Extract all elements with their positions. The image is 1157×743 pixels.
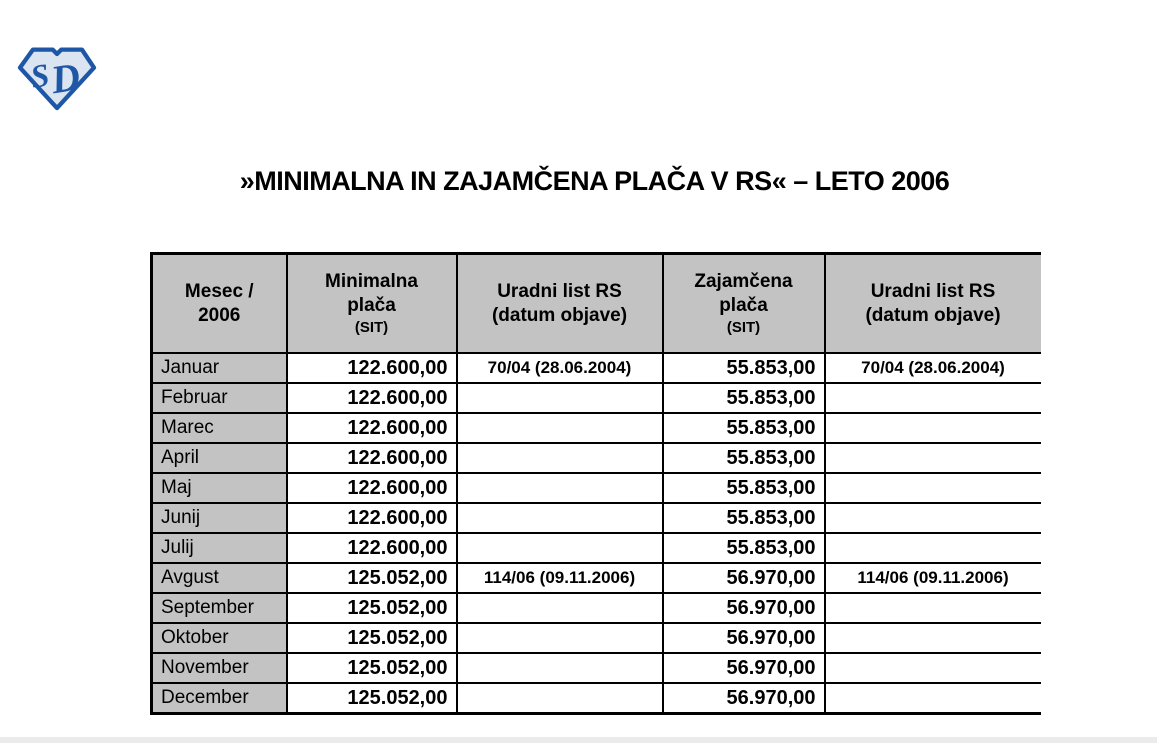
header-mesec: Mesec / 2006 — [150, 252, 288, 354]
month-cell: Marec — [150, 412, 288, 444]
sd-shield-logo-icon: S D — [17, 47, 97, 111]
minimalna-value-cell: 125.052,00 — [285, 562, 458, 594]
month-cell: Februar — [150, 382, 288, 414]
zajamcena-value-cell: 56.970,00 — [661, 592, 826, 624]
header-subline: (SIT) — [726, 318, 761, 336]
table-row: Januar 122.600,00 70/04 (28.06.2004) 55.853… — [150, 352, 1041, 384]
zajamcena-value-cell: 55.853,00 — [661, 532, 826, 564]
table-row: Maj 122.600,00 55.853,00 — [150, 472, 1041, 504]
table-row: April 122.600,00 55.853,00 — [150, 442, 1041, 474]
month-cell: November — [150, 652, 288, 684]
minimalna-uradni-cell — [455, 622, 664, 654]
table-header: Mesec / 2006 Minimalna plača (SIT) Uradn… — [150, 252, 1041, 354]
zajamcena-value-cell: 56.970,00 — [661, 652, 826, 684]
month-cell: Oktober — [150, 622, 288, 654]
month-cell: September — [150, 592, 288, 624]
zajamcena-uradni-cell — [823, 502, 1041, 534]
zajamcena-value-cell: 56.970,00 — [661, 622, 826, 654]
month-cell: Maj — [150, 472, 288, 504]
month-cell: Junij — [150, 502, 288, 534]
zajamcena-value-cell: 55.853,00 — [661, 472, 826, 504]
minimalna-uradni-cell — [455, 652, 664, 684]
table-row: Marec 122.600,00 55.853,00 — [150, 412, 1041, 444]
table-row: Februar 122.600,00 55.853,00 — [150, 382, 1041, 414]
zajamcena-value-cell: 56.970,00 — [661, 682, 826, 715]
zajamcena-value-cell: 55.853,00 — [661, 382, 826, 414]
table-row: December 125.052,00 56.970,00 — [150, 682, 1041, 715]
zajamcena-uradni-cell — [823, 652, 1041, 684]
table-row: Julij 122.600,00 55.853,00 — [150, 532, 1041, 564]
logo-letter-s: S — [28, 57, 52, 95]
minimalna-value-cell: 125.052,00 — [285, 622, 458, 654]
minimalna-uradni-cell — [455, 472, 664, 504]
zajamcena-uradni-cell: 70/04 (28.06.2004) — [823, 352, 1041, 384]
month-cell: April — [150, 442, 288, 474]
header-line: (datum objave) — [491, 304, 628, 326]
minimalna-uradni-cell: 114/06 (09.11.2006) — [455, 562, 664, 594]
shield-outline — [17, 47, 97, 111]
minimalna-value-cell: 122.600,00 — [285, 382, 458, 414]
zajamcena-value-cell: 55.853,00 — [661, 502, 826, 534]
minimalna-uradni-cell — [455, 382, 664, 414]
month-cell: Avgust — [150, 562, 288, 594]
page-title: »MINIMALNA IN ZAJAMČENA PLAČA V RS« – LE… — [239, 166, 950, 196]
minimalna-uradni-cell — [455, 532, 664, 564]
header-row: Mesec / 2006 Minimalna plača (SIT) Uradn… — [150, 252, 1041, 354]
minimalna-value-cell: 122.600,00 — [285, 472, 458, 504]
header-line: Zajamčena — [694, 270, 793, 292]
header-uradni-list-2: Uradni list RS (datum objave) — [823, 252, 1041, 354]
zajamcena-value-cell: 55.853,00 — [661, 352, 826, 384]
zajamcena-uradni-cell — [823, 472, 1041, 504]
zajamcena-uradni-cell — [823, 412, 1041, 444]
zajamcena-uradni-cell — [823, 682, 1041, 715]
minimalna-value-cell: 122.600,00 — [285, 352, 458, 384]
minimalna-uradni-cell — [455, 412, 664, 444]
minimalna-uradni-cell — [455, 502, 664, 534]
header-line: plača — [719, 294, 768, 316]
month-cell: Julij — [150, 532, 288, 564]
minimalna-value-cell: 125.052,00 — [285, 682, 458, 715]
header-line: Minimalna — [325, 270, 418, 292]
zajamcena-value-cell: 56.970,00 — [661, 562, 826, 594]
zajamcena-uradni-cell — [823, 442, 1041, 474]
header-line: Uradni list RS — [870, 280, 996, 302]
bottom-strip — [0, 737, 1157, 743]
month-cell: December — [150, 682, 288, 715]
table-row: Oktober 125.052,00 56.970,00 — [150, 622, 1041, 654]
logo-letter-d: D — [47, 54, 83, 102]
minimalna-uradni-cell: 70/04 (28.06.2004) — [455, 352, 664, 384]
zajamcena-value-cell: 55.853,00 — [661, 412, 826, 444]
minimalna-value-cell: 125.052,00 — [285, 652, 458, 684]
zajamcena-value-cell: 55.853,00 — [661, 442, 826, 474]
header-line: Mesec / — [184, 280, 254, 302]
zajamcena-uradni-cell — [823, 382, 1041, 414]
minimalna-value-cell: 122.600,00 — [285, 532, 458, 564]
minimalna-uradni-cell — [455, 592, 664, 624]
zajamcena-uradni-cell: 114/06 (09.11.2006) — [823, 562, 1041, 594]
table-row: Junij 122.600,00 55.853,00 — [150, 502, 1041, 534]
salary-table: Mesec / 2006 Minimalna plača (SIT) Uradn… — [150, 252, 1041, 715]
table-row: Avgust 125.052,00 114/06 (09.11.2006) 56.97… — [150, 562, 1041, 594]
zajamcena-uradni-cell — [823, 592, 1041, 624]
minimalna-uradni-cell — [455, 442, 664, 474]
header-zajamcena-placa: Zajamčena plača (SIT) — [661, 252, 826, 354]
month-cell: Januar — [150, 352, 288, 384]
header-line: plača — [347, 294, 396, 316]
minimalna-value-cell: 125.052,00 — [285, 592, 458, 624]
header-minimalna-placa: Minimalna plača (SIT) — [285, 252, 458, 354]
minimalna-uradni-cell — [455, 682, 664, 715]
minimalna-value-cell: 122.600,00 — [285, 502, 458, 534]
header-line: Uradni list RS — [497, 280, 622, 302]
table-body: Januar 122.600,00 70/04 (28.06.2004) 55.853… — [150, 352, 1041, 715]
zajamcena-uradni-cell — [823, 622, 1041, 654]
minimalna-value-cell: 122.600,00 — [285, 412, 458, 444]
zajamcena-uradni-cell — [823, 532, 1041, 564]
header-line: (datum objave) — [865, 304, 1001, 326]
table-row: September 125.052,00 56.970,00 — [150, 592, 1041, 624]
table-row: November 125.052,00 56.970,00 — [150, 652, 1041, 684]
header-line: 2006 — [198, 304, 241, 326]
header-subline: (SIT) — [354, 318, 389, 336]
minimalna-value-cell: 122.600,00 — [285, 442, 458, 474]
header-uradni-list-1: Uradni list RS (datum objave) — [455, 252, 664, 354]
